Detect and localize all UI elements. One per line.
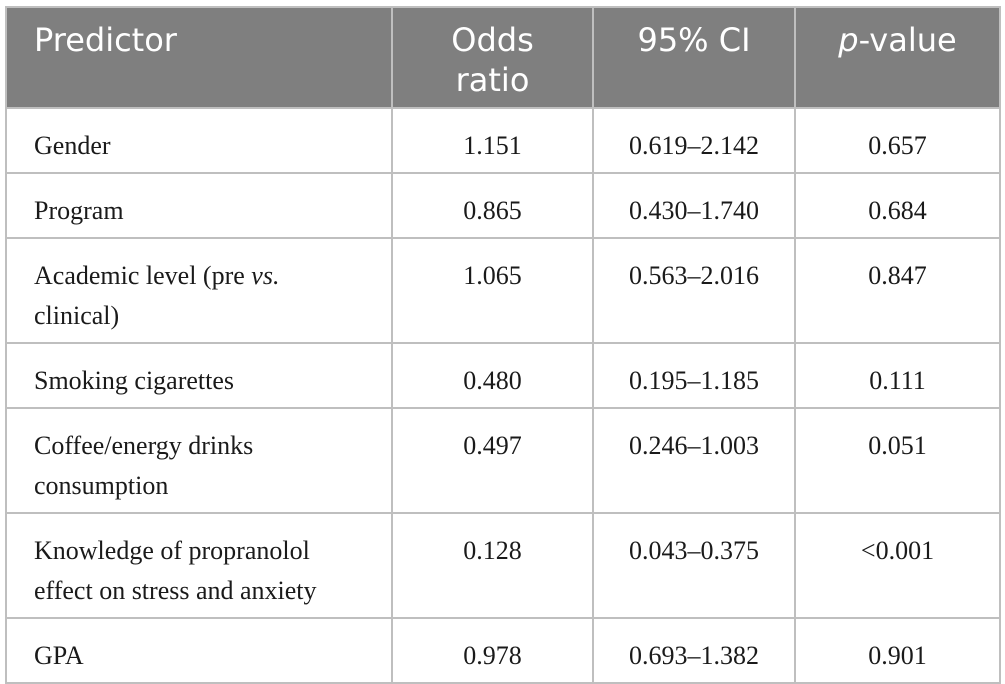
- table-row: Academic level (pre vs. clinical) 1.065 0…: [5, 237, 1001, 344]
- cell-odds-ratio: 0.480: [391, 342, 594, 409]
- cell-odds-ratio: 0.978: [391, 617, 594, 684]
- cell-predictor: Academic level (pre vs. clinical): [5, 237, 393, 344]
- cell-ci: 0.563–2.016: [592, 237, 796, 344]
- cell-predictor: Coffee/energy drinks consumption: [5, 407, 393, 514]
- cell-p-value: 0.847: [794, 237, 1001, 344]
- header-predictor-label: Predictor: [34, 21, 177, 59]
- cell-predictor-italic: vs.: [251, 261, 280, 290]
- cell-predictor: Knowledge of propranolol effect on stress…: [5, 512, 393, 619]
- table-row: Gender 1.151 0.619–2.142 0.657: [5, 107, 1001, 174]
- cell-odds-ratio: 0.865: [391, 172, 594, 239]
- header-p-rest: -value: [858, 21, 957, 59]
- cell-p-value: 0.684: [794, 172, 1001, 239]
- cell-ci: 0.693–1.382: [592, 617, 796, 684]
- cell-predictor-line1: Coffee/energy drinks: [34, 431, 254, 460]
- header-predictor: Predictor: [5, 6, 393, 109]
- cell-p-value: 0.051: [794, 407, 1001, 514]
- cell-predictor-line1: Knowledge of propranolol: [34, 536, 310, 565]
- header-odds-ratio: Odds ratio: [391, 6, 594, 109]
- header-ci-label: 95% CI: [637, 21, 751, 59]
- cell-odds-ratio: 1.065: [391, 237, 594, 344]
- cell-predictor: Smoking cigarettes: [5, 342, 393, 409]
- cell-p-value: 0.111: [794, 342, 1001, 409]
- table-row: GPA 0.978 0.693–1.382 0.901: [5, 617, 1001, 684]
- header-p-italic: p: [838, 21, 859, 59]
- header-p-value: p-value: [794, 6, 1001, 109]
- table-body: Gender 1.151 0.619–2.142 0.657 Program 0…: [5, 107, 1001, 684]
- table-row: Coffee/energy drinks consumption 0.497 0.…: [5, 407, 1001, 514]
- cell-predictor-line2: effect on stress and anxiety: [34, 576, 317, 605]
- cell-ci: 0.430–1.740: [592, 172, 796, 239]
- cell-p-value: 0.901: [794, 617, 1001, 684]
- cell-predictor: GPA: [5, 617, 393, 684]
- cell-predictor: Gender: [5, 107, 393, 174]
- cell-odds-ratio: 0.128: [391, 512, 594, 619]
- header-ci: 95% CI: [592, 6, 796, 109]
- header-row: Predictor Odds ratio 95% CI p-value: [5, 6, 1001, 109]
- header-odds-ratio-line1: Odds: [451, 21, 534, 59]
- table-row: Smoking cigarettes 0.480 0.195–1.185 0.1…: [5, 342, 1001, 409]
- cell-predictor-line2: consumption: [34, 471, 169, 500]
- table-row: Program 0.865 0.430–1.740 0.684: [5, 172, 1001, 239]
- cell-ci: 0.043–0.375: [592, 512, 796, 619]
- cell-p-value: <0.001: [794, 512, 1001, 619]
- table-header: Predictor Odds ratio 95% CI p-value: [5, 6, 1001, 109]
- cell-odds-ratio: 1.151: [391, 107, 594, 174]
- cell-predictor-pre: Academic level (pre: [34, 261, 252, 290]
- cell-predictor-line2: clinical): [34, 301, 120, 330]
- cell-ci: 0.195–1.185: [592, 342, 796, 409]
- header-odds-ratio-line2: ratio: [455, 61, 530, 99]
- cell-ci: 0.246–1.003: [592, 407, 796, 514]
- cell-predictor: Program: [5, 172, 393, 239]
- cell-odds-ratio: 0.497: [391, 407, 594, 514]
- cell-ci: 0.619–2.142: [592, 107, 796, 174]
- table-row: Knowledge of propranolol effect on stress…: [5, 512, 1001, 619]
- cell-p-value: 0.657: [794, 107, 1001, 174]
- results-table: Predictor Odds ratio 95% CI p-value Gende…: [5, 6, 1001, 684]
